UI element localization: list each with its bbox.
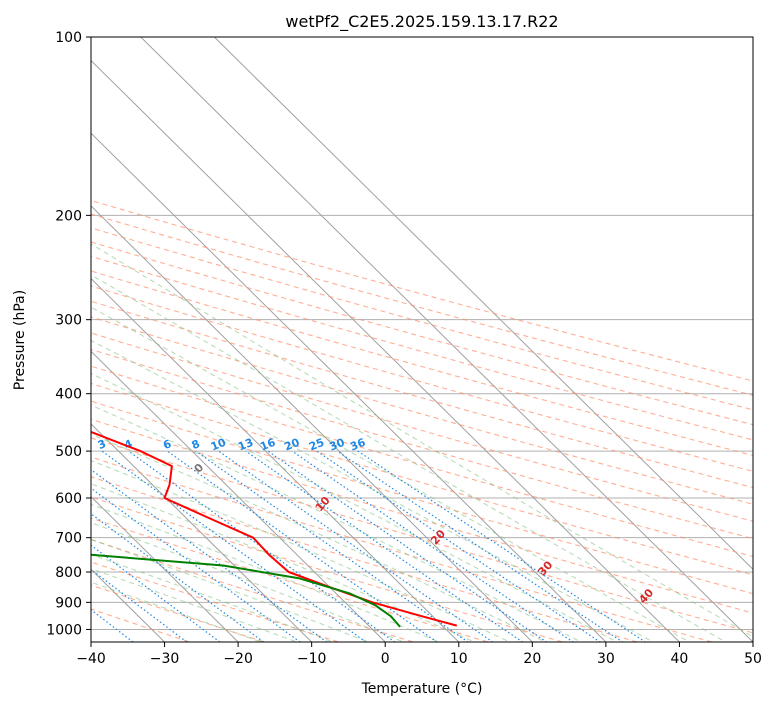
moist-adiabat-line [91, 306, 691, 642]
mixing-ratio-label: 8 [190, 437, 202, 452]
mixing-ratio-label: 10 [209, 436, 228, 454]
mixing-ratio-label: 20 [282, 436, 301, 454]
mixing-ratio-line [128, 450, 396, 642]
x-tick-label: 20 [523, 651, 541, 667]
mixing-ratio-line [291, 450, 575, 642]
x-tick-label: −40 [76, 651, 106, 667]
isotherm-line [91, 423, 313, 642]
y-tick-label: 200 [55, 208, 82, 224]
isotherm-line [91, 132, 607, 642]
mixing-ratio-line [167, 450, 438, 642]
x-tick-label: −30 [150, 651, 180, 667]
plot-frame [90, 36, 754, 643]
x-tick-label: 40 [671, 651, 689, 667]
y-tick-label: 700 [55, 531, 82, 547]
y-tick-label: 800 [55, 565, 82, 581]
chart-title: wetPf2_C2E5.2025.159.13.17.R22 [285, 12, 558, 32]
plot-border [90, 36, 754, 643]
mixing-ratio-line [91, 468, 328, 642]
x-tick-label: 50 [744, 651, 762, 667]
dry-adiabat-line [91, 561, 341, 642]
y-tick-label: 900 [55, 595, 82, 611]
y-tick-label: 600 [55, 491, 82, 507]
dry-adiabat-line [91, 255, 753, 441]
mixing-ratio-label: 3 [96, 437, 108, 452]
dry-adiabat-line [91, 476, 640, 642]
y-tick-label: 300 [55, 313, 82, 329]
isotherm-line [213, 37, 753, 571]
mixing-ratio-line [101, 450, 367, 642]
y-tick-label: 500 [55, 444, 82, 460]
mixing-ratio-label: 30 [328, 436, 347, 454]
mixing-ratio-line [336, 450, 624, 642]
dry-adiabat-line [91, 584, 267, 642]
x-tick-label: 10 [450, 651, 468, 667]
mixing-ratio-line [91, 487, 301, 642]
moist-adiabat-line [91, 274, 727, 642]
x-tick-label: −10 [297, 651, 327, 667]
dry-adiabat-line [91, 400, 753, 595]
mixing-ratio-line [195, 450, 469, 642]
y-tick-label: 1000 [46, 622, 82, 638]
mixing-ratio-label: 36 [348, 436, 367, 454]
dry-adiabat-line [91, 418, 753, 614]
moist-adiabat-line [91, 538, 370, 642]
mixing-ratio-line [91, 513, 265, 642]
dry-adiabat-line [91, 456, 714, 642]
dry-adiabat-line [91, 332, 753, 522]
y-tick-label: 400 [55, 387, 82, 403]
moist-adiabat-line [91, 243, 753, 638]
x-tick-label: 30 [597, 651, 615, 667]
moist-adiabat-line [91, 503, 441, 642]
dewpoint-trace [91, 553, 401, 628]
temperature-trace [91, 430, 458, 627]
isotherm-line [91, 59, 681, 642]
dry-adiabat-line [91, 199, 753, 382]
dry-adiabat-line [91, 241, 753, 426]
dry-adiabat-line [91, 517, 490, 642]
x-tick-label: −20 [223, 651, 253, 667]
moist-adiabat-line [91, 581, 263, 642]
moist-adiabat-line [91, 483, 476, 642]
isotherm-line [140, 37, 753, 642]
isotherm-line [91, 350, 386, 642]
x-tick-label: 0 [381, 651, 390, 667]
mixing-ratio-label: 25 [307, 436, 326, 454]
moist-adiabat-line [91, 459, 512, 642]
x-axis-label: Temperature (°C) [361, 681, 483, 697]
mixing-ratio-label: 16 [258, 436, 277, 454]
y-axis-label: Pressure (hPa) [12, 290, 28, 390]
plot-area: -100-90-80-70-60-50-40-30-20-10010203040… [91, 37, 753, 642]
mixing-ratio-label: 13 [236, 436, 255, 454]
moist-adiabat-line [91, 404, 583, 642]
y-tick-label: 100 [55, 30, 82, 46]
axes: −40 −30 −20 −10 0 10 20 30 40 50 100 200 300 400 500 60… [46, 30, 762, 667]
isotherm-line [91, 277, 460, 642]
mixing-ratio-line [267, 450, 548, 642]
isotherm-line [91, 495, 239, 642]
dry-adiabat-line [91, 213, 753, 396]
dry-adiabat-line [91, 348, 753, 540]
